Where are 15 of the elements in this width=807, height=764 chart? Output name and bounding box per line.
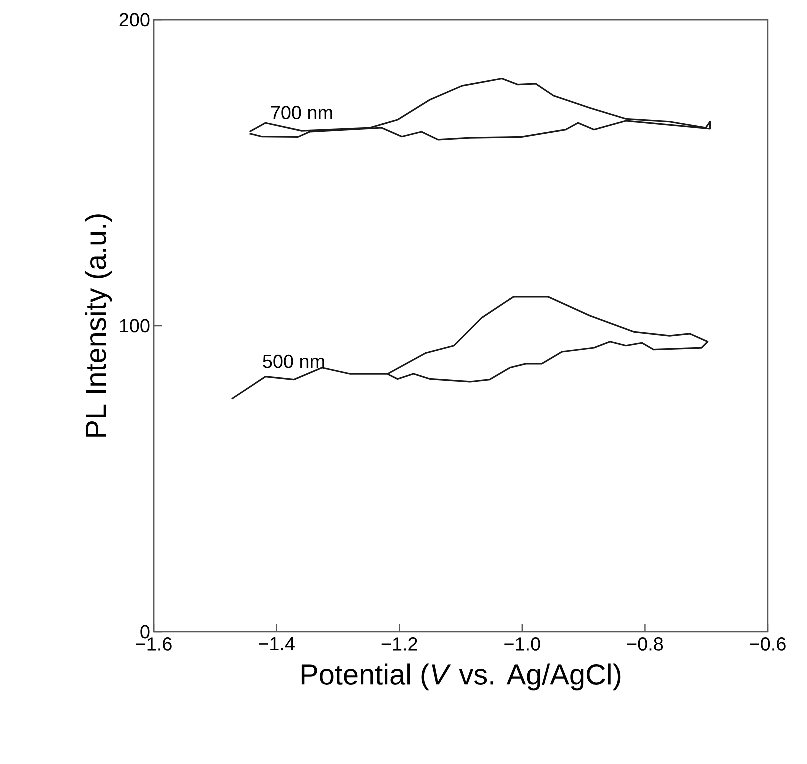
series-label: 500 nm	[263, 354, 324, 368]
x-tick-label: −1.2	[382, 638, 418, 651]
line-series	[231, 296, 709, 400]
x-tick-label: −1.4	[259, 638, 295, 651]
y-tick-label: 0	[140, 625, 150, 639]
y-tick-label: 200	[120, 13, 150, 27]
line-series	[248, 78, 712, 141]
x-axis-title: Potential (V vs. Ag/AgCl)	[302, 664, 621, 691]
x-tick-label: −0.8	[627, 638, 664, 651]
series-label: 700 nm	[271, 106, 332, 120]
y-tick-label: 100	[120, 319, 150, 333]
x-tick-label: −1.0	[504, 638, 540, 651]
y-axis-title: PL Intensity (a.u.)	[85, 214, 112, 437]
x-tick-label: −1.6	[136, 638, 172, 651]
x-tick-label: −0.6	[750, 638, 786, 651]
